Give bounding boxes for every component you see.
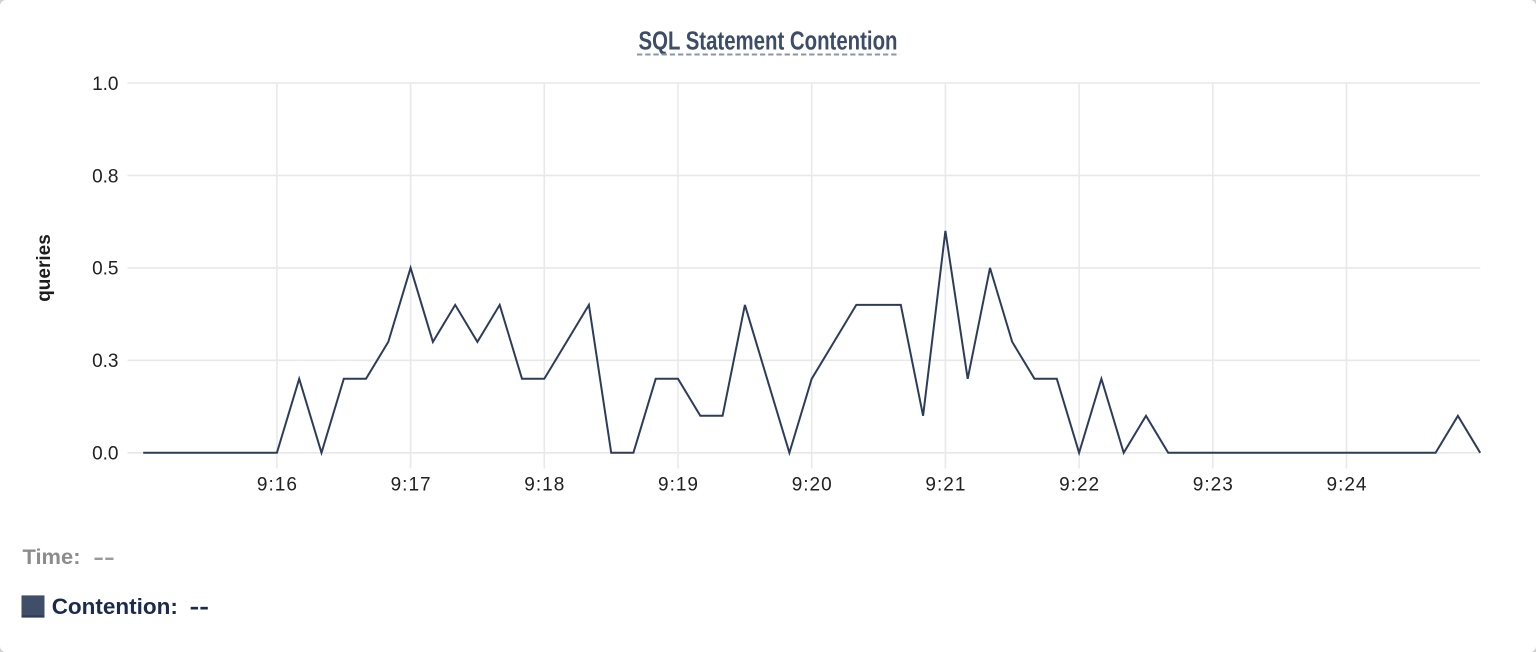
svg-text:9:23: 9:23: [1193, 475, 1233, 496]
svg-text:9:18: 9:18: [524, 475, 564, 496]
svg-text:9:20: 9:20: [792, 475, 832, 496]
svg-text:Time:: Time:: [23, 546, 81, 569]
svg-text:9:17: 9:17: [391, 475, 431, 496]
svg-text:1.0: 1.0: [92, 74, 118, 95]
svg-text:--: --: [93, 546, 115, 569]
svg-text:0.3: 0.3: [92, 351, 118, 372]
svg-text:9:24: 9:24: [1327, 475, 1367, 496]
svg-text:--: --: [190, 594, 210, 619]
svg-text:0.5: 0.5: [92, 259, 118, 280]
svg-text:9:21: 9:21: [925, 475, 965, 496]
svg-text:9:19: 9:19: [658, 475, 698, 496]
svg-text:0.8: 0.8: [92, 166, 118, 187]
svg-text:9:22: 9:22: [1059, 475, 1099, 496]
svg-text:0.0: 0.0: [92, 444, 118, 465]
svg-text:queries: queries: [34, 234, 55, 302]
svg-text:SQL Statement Contention: SQL Statement Contention: [639, 27, 898, 55]
svg-text:Contention:: Contention:: [52, 594, 178, 619]
svg-text:9:16: 9:16: [257, 475, 297, 496]
